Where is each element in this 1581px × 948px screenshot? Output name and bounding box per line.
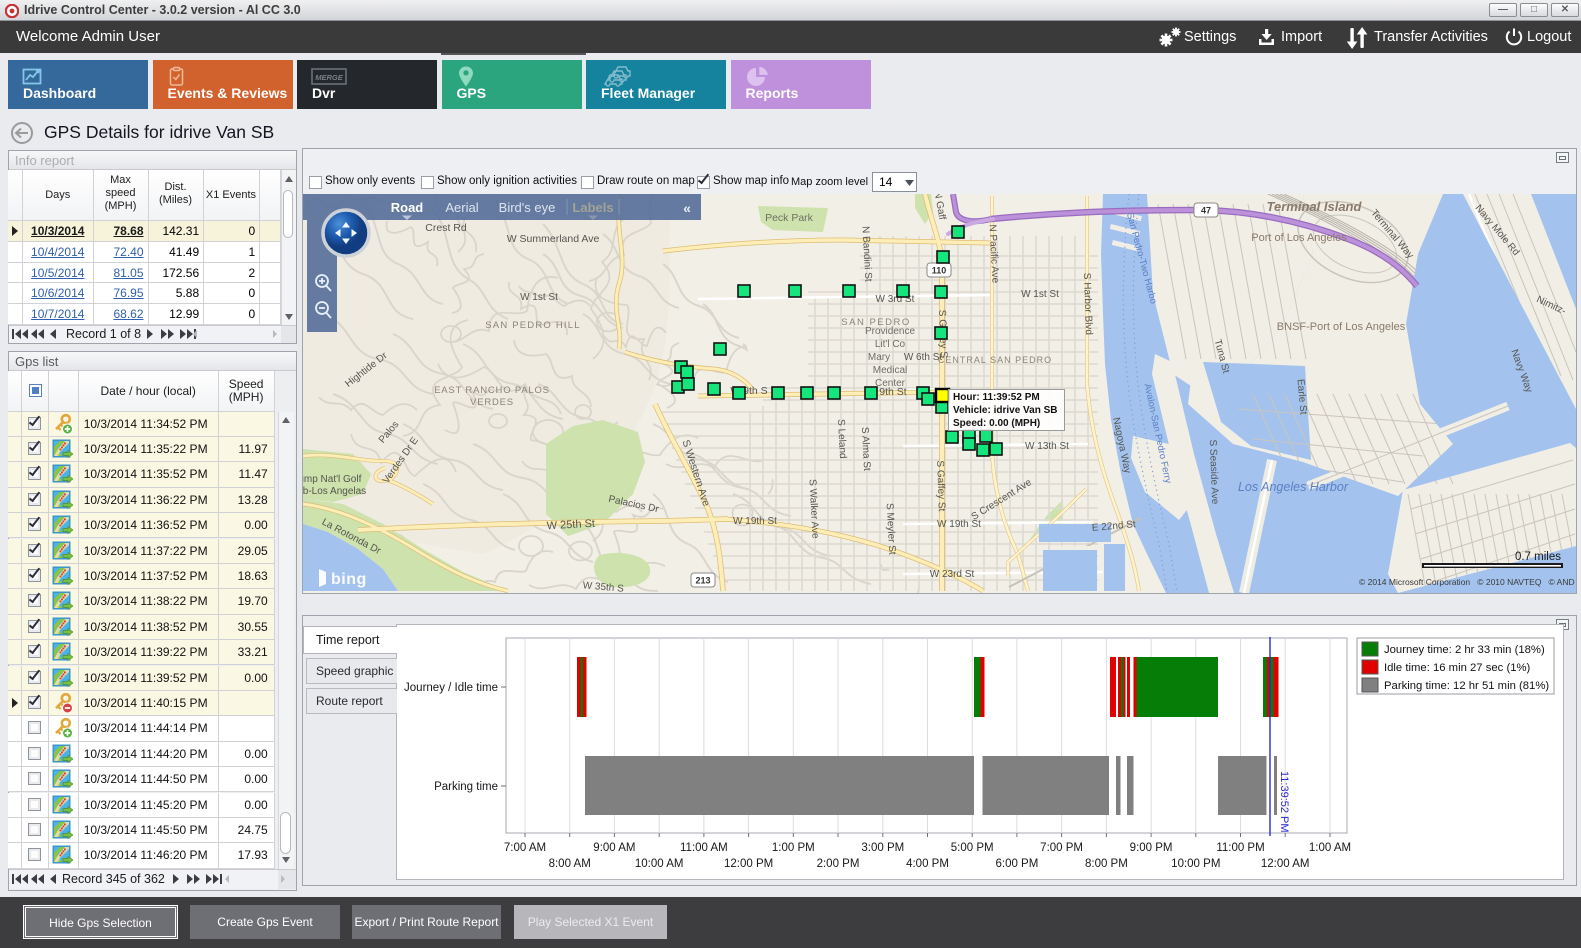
- svg-text:12:00 PM: 12:00 PM: [724, 858, 773, 870]
- svg-text:W 19th St: W 19th St: [937, 519, 981, 530]
- svg-text:W Summerland Ave: W Summerland Ave: [507, 233, 600, 245]
- svg-text:lub-Los Angelas: lub-Los Angelas: [303, 486, 366, 497]
- svg-text:S Gaffey St: S Gaffey St: [934, 460, 947, 512]
- svg-text:N Pacific Ave: N Pacific Ave: [986, 224, 1000, 284]
- svg-text:S Seaside Ave: S Seaside Ave: [1207, 439, 1220, 505]
- svg-text:Medical: Medical: [873, 365, 907, 376]
- svg-text:Los Angeles Harbor: Los Angeles Harbor: [1238, 480, 1349, 494]
- svg-text:8:00 PM: 8:00 PM: [1085, 858, 1128, 870]
- svg-text:W 13th St: W 13th St: [1025, 441, 1069, 452]
- svg-text:MERGE: MERGE: [315, 73, 344, 82]
- svg-text:9:00 PM: 9:00 PM: [1130, 842, 1173, 854]
- svg-text:Aerial: Aerial: [445, 200, 478, 215]
- svg-text:12:00 AM: 12:00 AM: [1261, 858, 1310, 870]
- svg-text:S Meyler St: S Meyler St: [884, 503, 898, 555]
- svg-text:Mary: Mary: [868, 352, 890, 363]
- svg-text:W 1st St: W 1st St: [1021, 289, 1059, 300]
- svg-text:W 19th St: W 19th St: [733, 516, 777, 527]
- svg-text:Speed: 0.00 (MPH): Speed: 0.00 (MPH): [953, 418, 1040, 429]
- svg-text:Road: Road: [391, 200, 424, 215]
- svg-text:6:00 PM: 6:00 PM: [995, 858, 1038, 870]
- svg-text:E 22nd St: E 22nd St: [1091, 519, 1136, 534]
- svg-text:110: 110: [932, 266, 947, 276]
- svg-text:W 1st St: W 1st St: [520, 292, 558, 303]
- svg-text:W 23rd St: W 23rd St: [930, 569, 975, 580]
- svg-text:47: 47: [1201, 206, 1211, 216]
- svg-text:Center: Center: [875, 378, 906, 389]
- svg-text:SAN PEDRO: SAN PEDRO: [841, 317, 910, 328]
- svg-text:BNSF-Port of Los Angeles: BNSF-Port of Los Angeles: [1277, 321, 1406, 333]
- svg-text:10:00 AM: 10:00 AM: [635, 858, 684, 870]
- svg-text:CENTRAL SAN PEDRO: CENTRAL SAN PEDRO: [938, 355, 1052, 365]
- svg-text:Port of Los Angeles: Port of Los Angeles: [1251, 232, 1347, 244]
- svg-text:11:00 PM: 11:00 PM: [1216, 842, 1264, 854]
- svg-text:9th St: 9th St: [879, 386, 907, 398]
- svg-text:S Walker Ave: S Walker Ave: [806, 479, 820, 539]
- svg-text:W 6th St: W 6th St: [904, 352, 943, 363]
- svg-text:VERDES: VERDES: [470, 397, 514, 408]
- svg-text:W 25th St: W 25th St: [546, 518, 595, 533]
- svg-text:7:00 PM: 7:00 PM: [1040, 842, 1083, 854]
- svg-text:Journey / Idle time: Journey / Idle time: [404, 682, 498, 694]
- svg-text:Parking time: 12 hr 51 min (81: Parking time: 12 hr 51 min (81%): [1384, 680, 1549, 692]
- svg-text:Vehicle: idrive Van SB: Vehicle: idrive Van SB: [953, 405, 1058, 416]
- svg-text:Lit'l Co: Lit'l Co: [875, 339, 906, 350]
- svg-text:7:00 AM: 7:00 AM: [504, 842, 546, 854]
- svg-text:1:00 PM: 1:00 PM: [772, 842, 815, 854]
- svg-text:rump Nat'l Golf: rump Nat'l Golf: [303, 474, 362, 485]
- svg-text:bing: bing: [331, 571, 367, 588]
- svg-text:Journey time: 2 hr 33 min (18%: Journey time: 2 hr 33 min (18%): [1384, 644, 1545, 656]
- svg-text:213: 213: [695, 576, 710, 586]
- svg-text:Labels: Labels: [572, 200, 613, 215]
- svg-text:N Bandini St: N Bandini St: [860, 226, 874, 282]
- svg-text:Parking time: Parking time: [434, 781, 498, 793]
- svg-text:4:00 PM: 4:00 PM: [906, 858, 949, 870]
- svg-text:N Gaff: N Gaff: [932, 194, 948, 221]
- svg-text:S Harbor Blvd: S Harbor Blvd: [1081, 273, 1094, 336]
- svg-text:Crest Rd: Crest Rd: [425, 222, 467, 234]
- svg-text:S Alma St: S Alma St: [859, 427, 872, 472]
- svg-text:11:39:52 PM: 11:39:52 PM: [1278, 771, 1290, 833]
- svg-text:2:00 PM: 2:00 PM: [817, 858, 860, 870]
- svg-text:S Leland: S Leland: [835, 419, 848, 459]
- svg-text:SAN PEDRO HILL: SAN PEDRO HILL: [485, 320, 580, 331]
- svg-text:© 2014 Microsoft Corporation: © 2014 Microsoft Corporation © 2010 NAVT…: [1359, 577, 1575, 587]
- svg-text:10:00 PM: 10:00 PM: [1171, 858, 1220, 870]
- svg-text:W 3rd St: W 3rd St: [876, 294, 915, 305]
- svg-text:11:00 AM: 11:00 AM: [680, 842, 728, 854]
- svg-text:Terminal Island: Terminal Island: [1267, 199, 1363, 214]
- svg-text:5:00 PM: 5:00 PM: [951, 842, 994, 854]
- svg-text:9:00 AM: 9:00 AM: [593, 842, 635, 854]
- svg-text:EAST RANCHO PALOS: EAST RANCHO PALOS: [434, 385, 550, 396]
- svg-text:Idle time: 16 min 27 sec (1%): Idle time: 16 min 27 sec (1%): [1384, 662, 1531, 674]
- svg-text:Peck Park: Peck Park: [765, 212, 814, 224]
- svg-text:0.7 miles: 0.7 miles: [1515, 551, 1561, 563]
- svg-text:W 35th S: W 35th S: [582, 580, 624, 593]
- svg-text:Providence: Providence: [865, 326, 915, 337]
- svg-text:Bird's eye: Bird's eye: [499, 200, 556, 215]
- svg-text:3:00 PM: 3:00 PM: [861, 842, 904, 854]
- svg-text:1:00 AM: 1:00 AM: [1309, 842, 1351, 854]
- svg-text:8:00 AM: 8:00 AM: [549, 858, 591, 870]
- svg-text:«: «: [683, 200, 691, 216]
- svg-text:Hour: 11:39:52 PM: Hour: 11:39:52 PM: [953, 392, 1040, 403]
- svg-text:Earle St: Earle St: [1294, 379, 1308, 416]
